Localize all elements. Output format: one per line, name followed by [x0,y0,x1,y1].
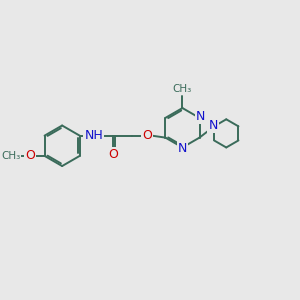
Text: O: O [25,149,35,162]
Text: CH₃: CH₃ [1,151,20,161]
Text: O: O [142,129,152,142]
Text: N: N [196,110,205,123]
Text: O: O [109,148,118,161]
Text: N: N [178,142,187,155]
Text: CH₃: CH₃ [173,85,192,94]
Text: NH: NH [84,129,103,142]
Text: N: N [208,119,218,132]
